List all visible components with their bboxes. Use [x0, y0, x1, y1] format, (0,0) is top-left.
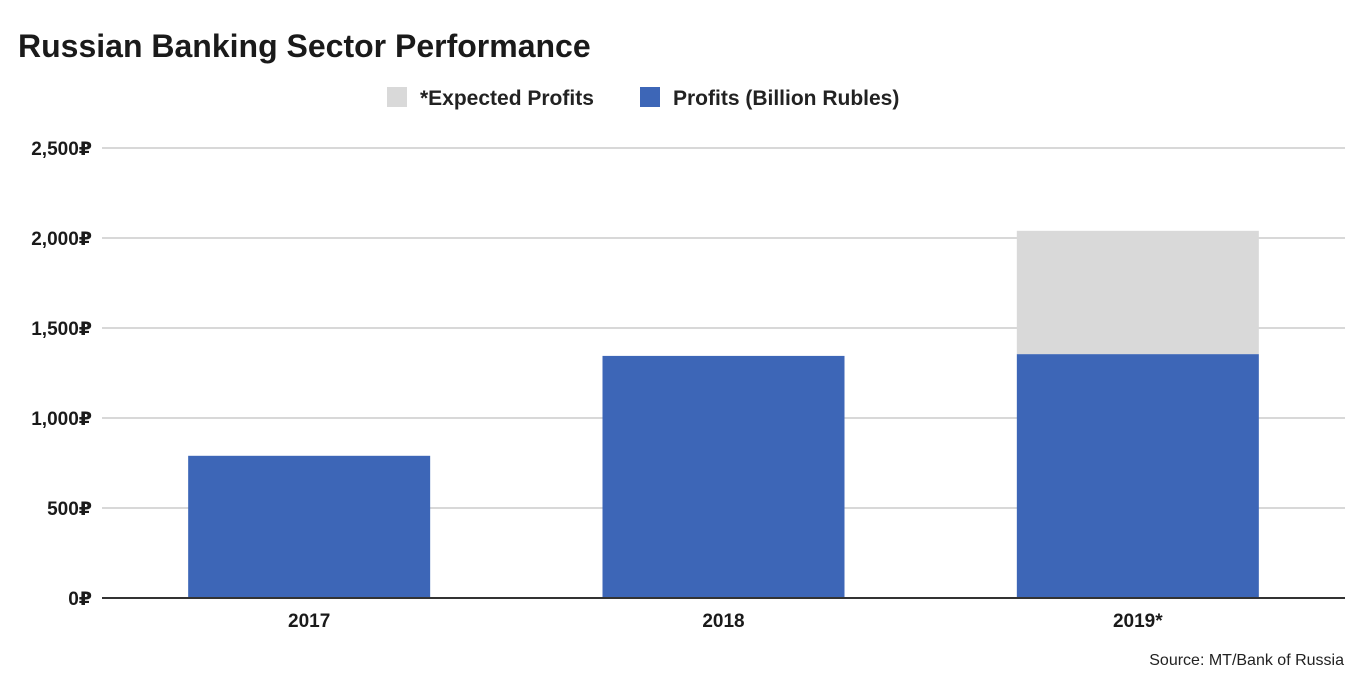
y-tick-label: 0₽: [68, 589, 92, 610]
bars: [188, 230, 1259, 598]
y-tick-label: 500₽: [47, 499, 92, 520]
y-axis: 0₽ 500₽ 1,000₽ 1,500₽ 2,000₽ 2,500₽: [31, 139, 92, 610]
legend-swatch: [387, 87, 407, 107]
y-tick-label: 1,500₽: [31, 319, 92, 340]
legend-label: Profits (Billion Rubles): [673, 87, 899, 110]
x-tick-label: 2017: [288, 611, 330, 632]
y-tick-label: 2,000₽: [31, 229, 92, 250]
source-note: Source: MT/Bank of Russia: [1149, 652, 1344, 669]
legend-label: *Expected Profits: [420, 87, 594, 110]
legend-swatch: [640, 87, 660, 107]
bar-profits-2017: [188, 455, 431, 598]
x-axis: 2017 2018 2019*: [102, 597, 1345, 632]
y-tick-label: 2,500₽: [31, 139, 92, 160]
bar-profits-2018: [602, 355, 845, 598]
y-tick-label: 1,000₽: [31, 409, 92, 430]
chart-title: Russian Banking Sector Performance: [18, 28, 591, 64]
bar-profits-2019: [1016, 354, 1259, 598]
legend: *Expected Profits Profits (Billion Rubles…: [387, 87, 899, 110]
x-tick-label: 2018: [702, 611, 744, 632]
bar-expected-profits-2019: [1016, 230, 1259, 355]
x-tick-label: 2019*: [1113, 611, 1163, 632]
